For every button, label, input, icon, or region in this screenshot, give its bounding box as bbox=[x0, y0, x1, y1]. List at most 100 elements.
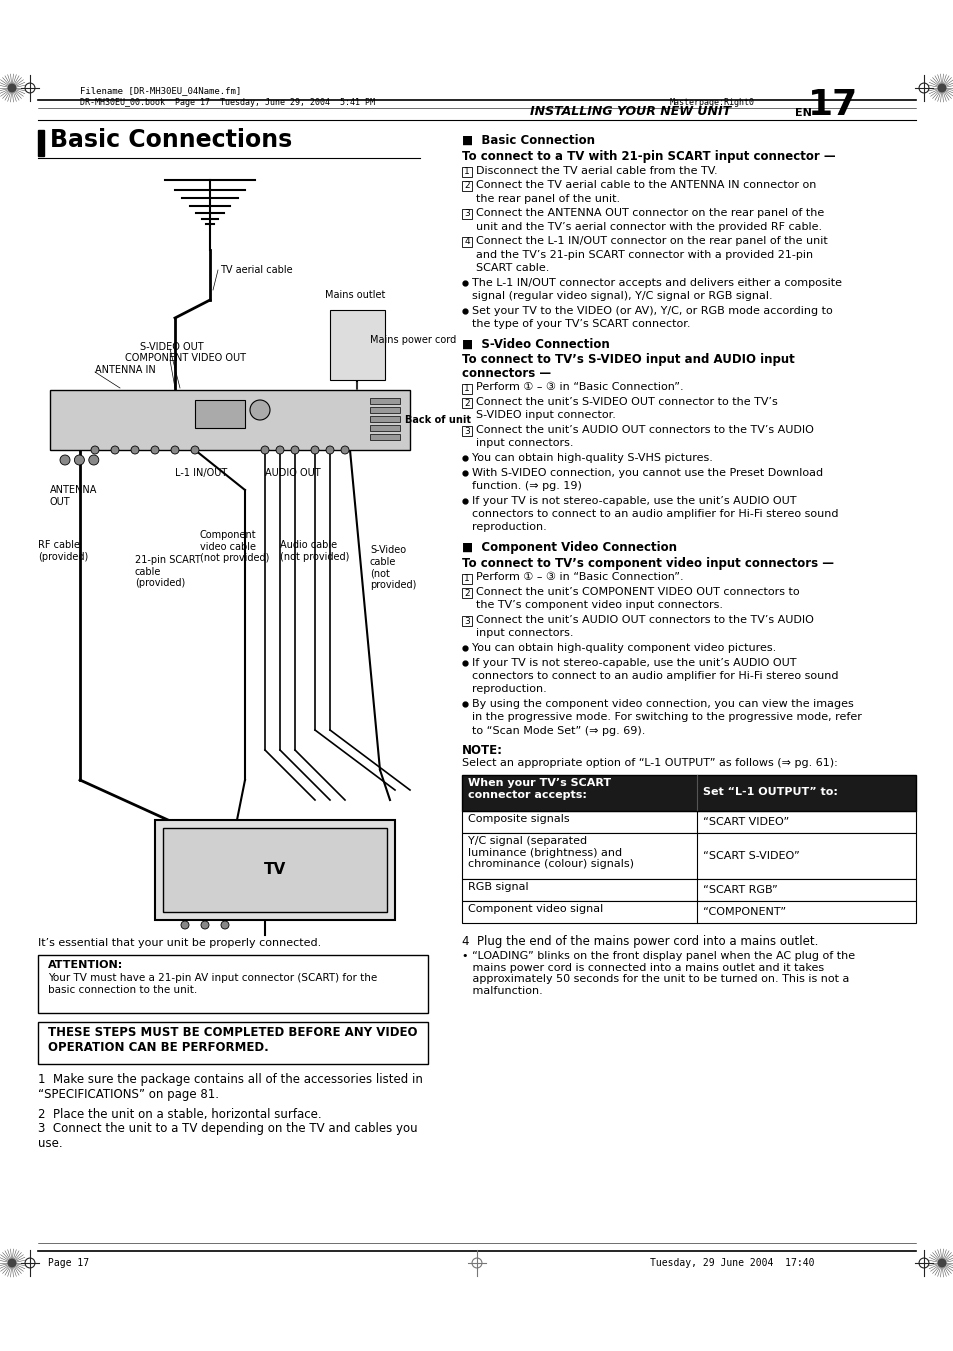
Text: S-VIDEO input connector.: S-VIDEO input connector. bbox=[476, 411, 616, 420]
Text: 2: 2 bbox=[464, 399, 469, 408]
Text: You can obtain high-quality S-VHS pictures.: You can obtain high-quality S-VHS pictur… bbox=[472, 453, 712, 463]
Text: the rear panel of the unit.: the rear panel of the unit. bbox=[476, 193, 619, 204]
Bar bbox=[50, 390, 410, 450]
Circle shape bbox=[250, 400, 270, 420]
Text: AUDIO OUT: AUDIO OUT bbox=[265, 467, 320, 478]
Text: Mains power cord: Mains power cord bbox=[370, 335, 456, 345]
Bar bbox=[38, 130, 44, 155]
Circle shape bbox=[171, 446, 179, 454]
Bar bbox=[461, 426, 472, 436]
Bar bbox=[194, 400, 245, 428]
Text: 3: 3 bbox=[464, 209, 470, 219]
Text: signal (regular video signal), Y/C signal or RGB signal.: signal (regular video signal), Y/C signa… bbox=[472, 290, 772, 301]
Text: 2: 2 bbox=[464, 589, 469, 597]
Text: You can obtain high-quality component video pictures.: You can obtain high-quality component vi… bbox=[472, 643, 776, 653]
Text: 1  Make sure the package contains all of the accessories listed in
“SPECIFICATIO: 1 Make sure the package contains all of … bbox=[38, 1073, 422, 1101]
Text: “SCART VIDEO”: “SCART VIDEO” bbox=[702, 817, 788, 827]
Bar bbox=[461, 399, 472, 408]
Text: the type of your TV’s SCART connector.: the type of your TV’s SCART connector. bbox=[472, 319, 690, 330]
Text: To connect to a TV with 21-pin SCART input connector —: To connect to a TV with 21-pin SCART inp… bbox=[461, 150, 835, 163]
Text: “COMPONENT”: “COMPONENT” bbox=[702, 907, 785, 917]
Text: 3  Connect the unit to a TV depending on the TV and cables you
use.: 3 Connect the unit to a TV depending on … bbox=[38, 1121, 417, 1150]
Text: input connectors.: input connectors. bbox=[476, 439, 573, 449]
Text: 21-pin SCART
cable
(provided): 21-pin SCART cable (provided) bbox=[135, 555, 200, 588]
Text: ■  S-Video Connection: ■ S-Video Connection bbox=[461, 338, 609, 350]
Text: function. (⇒ pg. 19): function. (⇒ pg. 19) bbox=[472, 481, 581, 490]
Text: Connect the unit’s AUDIO OUT connectors to the TV’s AUDIO: Connect the unit’s AUDIO OUT connectors … bbox=[476, 426, 813, 435]
Bar bbox=[370, 426, 399, 431]
Text: THESE STEPS MUST BE COMPLETED BEFORE ANY VIDEO
OPERATION CAN BE PERFORMED.: THESE STEPS MUST BE COMPLETED BEFORE ANY… bbox=[48, 1025, 417, 1054]
Text: Connect the L-1 IN/OUT connector on the rear panel of the unit: Connect the L-1 IN/OUT connector on the … bbox=[476, 236, 827, 246]
Text: ■  Component Video Connection: ■ Component Video Connection bbox=[461, 540, 677, 554]
Text: connectors —: connectors — bbox=[461, 367, 551, 380]
Circle shape bbox=[937, 84, 945, 92]
Text: Perform ① – ③ in “Basic Connection”.: Perform ① – ③ in “Basic Connection”. bbox=[476, 382, 683, 393]
Text: RGB signal: RGB signal bbox=[468, 882, 528, 892]
Text: unit and the TV’s aerial connector with the provided RF cable.: unit and the TV’s aerial connector with … bbox=[476, 222, 821, 231]
Text: Connect the unit’s S-VIDEO OUT connector to the TV’s: Connect the unit’s S-VIDEO OUT connector… bbox=[476, 397, 777, 407]
Circle shape bbox=[191, 446, 199, 454]
Bar bbox=[461, 616, 472, 626]
Text: “SCART S-VIDEO”: “SCART S-VIDEO” bbox=[702, 851, 799, 861]
Text: L-1 IN/OUT: L-1 IN/OUT bbox=[174, 467, 227, 478]
Text: Y/C signal (separated
luminance (brightness) and
chrominance (colour) signals): Y/C signal (separated luminance (brightn… bbox=[468, 836, 634, 869]
Text: 17: 17 bbox=[807, 88, 858, 122]
Text: Set your TV to the VIDEO (or AV), Y/C, or RGB mode according to: Set your TV to the VIDEO (or AV), Y/C, o… bbox=[472, 305, 832, 316]
Bar bbox=[330, 309, 385, 380]
Circle shape bbox=[937, 1259, 945, 1267]
Text: RF cable
(provided): RF cable (provided) bbox=[38, 540, 89, 562]
Bar bbox=[370, 407, 399, 413]
Bar bbox=[461, 166, 472, 177]
Text: reproduction.: reproduction. bbox=[472, 523, 546, 532]
Text: 3: 3 bbox=[464, 427, 470, 435]
Text: Connect the TV aerial cable to the ANTENNA IN connector on: Connect the TV aerial cable to the ANTEN… bbox=[476, 180, 816, 190]
Bar bbox=[461, 811, 915, 834]
Circle shape bbox=[261, 446, 269, 454]
Bar bbox=[38, 1021, 428, 1065]
Bar bbox=[461, 236, 472, 247]
Bar bbox=[370, 434, 399, 440]
Text: TV aerial cable: TV aerial cable bbox=[220, 265, 293, 276]
Bar bbox=[461, 901, 915, 923]
Text: With S-VIDEO connection, you cannot use the Preset Download: With S-VIDEO connection, you cannot use … bbox=[472, 467, 822, 477]
Text: 2: 2 bbox=[464, 181, 469, 190]
Text: connectors to connect to an audio amplifier for Hi-Fi stereo sound: connectors to connect to an audio amplif… bbox=[472, 671, 838, 681]
Bar bbox=[461, 880, 915, 901]
Text: ATTENTION:: ATTENTION: bbox=[48, 961, 123, 970]
Circle shape bbox=[201, 921, 209, 929]
Circle shape bbox=[291, 446, 298, 454]
Text: To connect to TV’s S-VIDEO input and AUDIO input: To connect to TV’s S-VIDEO input and AUD… bbox=[461, 354, 794, 366]
Circle shape bbox=[8, 84, 16, 92]
Text: Filename [DR-MH30EU_04Name.fm]: Filename [DR-MH30EU_04Name.fm] bbox=[80, 86, 241, 95]
Bar bbox=[461, 209, 472, 219]
Text: Masterpage:Right0: Masterpage:Right0 bbox=[669, 99, 754, 107]
Text: 1: 1 bbox=[464, 574, 470, 584]
Text: Composite signals: Composite signals bbox=[468, 815, 569, 824]
Circle shape bbox=[151, 446, 159, 454]
Bar bbox=[461, 574, 472, 584]
Text: Select an appropriate option of “L-1 OUTPUT” as follows (⇒ pg. 61):: Select an appropriate option of “L-1 OUT… bbox=[461, 758, 837, 767]
Bar bbox=[154, 820, 395, 920]
Circle shape bbox=[60, 455, 70, 465]
Bar bbox=[370, 399, 399, 404]
Bar bbox=[370, 416, 399, 422]
Text: “SCART RGB”: “SCART RGB” bbox=[702, 885, 777, 894]
Bar bbox=[461, 181, 472, 190]
Bar bbox=[461, 588, 472, 598]
Text: Component video signal: Component video signal bbox=[468, 904, 602, 915]
Circle shape bbox=[340, 446, 349, 454]
Text: S-Video
cable
(not
provided): S-Video cable (not provided) bbox=[370, 544, 416, 590]
Circle shape bbox=[275, 446, 284, 454]
Text: 1: 1 bbox=[464, 384, 470, 393]
Text: Connect the ANTENNA OUT connector on the rear panel of the: Connect the ANTENNA OUT connector on the… bbox=[476, 208, 823, 218]
Text: Tuesday, 29 June 2004  17:40: Tuesday, 29 June 2004 17:40 bbox=[649, 1258, 814, 1269]
Text: Connect the unit’s COMPONENT VIDEO OUT connectors to: Connect the unit’s COMPONENT VIDEO OUT c… bbox=[476, 586, 799, 597]
Circle shape bbox=[221, 921, 229, 929]
Circle shape bbox=[89, 455, 99, 465]
Text: EN: EN bbox=[794, 108, 811, 118]
Text: in the progressive mode. For switching to the progressive mode, refer: in the progressive mode. For switching t… bbox=[472, 712, 861, 723]
Text: Perform ① – ③ in “Basic Connection”.: Perform ① – ③ in “Basic Connection”. bbox=[476, 573, 683, 582]
Circle shape bbox=[111, 446, 119, 454]
Text: ANTENNA
OUT: ANTENNA OUT bbox=[50, 485, 97, 507]
Text: Page 17: Page 17 bbox=[48, 1258, 89, 1269]
